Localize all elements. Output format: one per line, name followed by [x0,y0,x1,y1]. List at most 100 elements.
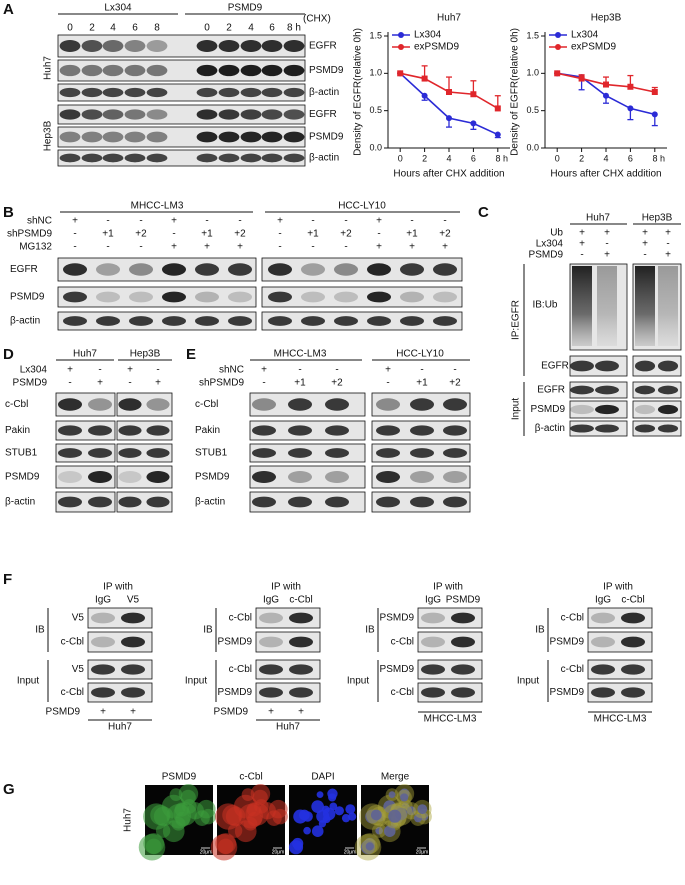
blot-band [124,153,146,163]
condition-sign: + [665,250,671,261]
blot-band [325,425,349,436]
condition-sign: +1 [102,229,114,240]
lane-label: 8 h [287,23,301,34]
blot-band [252,448,276,458]
blot-band [421,687,445,698]
condition-sign: - [453,365,456,376]
blot-band [218,153,240,163]
blot-band [443,448,467,458]
blot-label: β-actin [535,423,565,434]
ib-label: IB [203,625,213,636]
blot-band [634,360,656,372]
blot-band [283,153,305,163]
nucleus [311,825,324,838]
blot-band [283,109,305,120]
blot-band [96,316,120,326]
blot-band [102,109,124,120]
panel-label: G [3,781,15,798]
ib-label: IB:Ub [532,300,557,311]
condition-label: PSMD9 [13,378,48,389]
input-label: Input [511,398,522,420]
y-tick-label: 0.5 [526,105,539,115]
y-tick-label: 0.0 [526,142,539,152]
legend-marker [555,44,561,50]
lane-label: c-Cbl [289,595,312,606]
cytoplasm [413,799,432,819]
channel-label: Merge [381,772,410,783]
condition-sign: - [410,216,413,227]
blot-band [162,316,186,326]
point [397,70,404,77]
blot-band [124,64,146,77]
blot-band [595,404,619,415]
nucleus [328,793,337,802]
condition-sign: - [139,216,142,227]
panel-label: F [3,571,12,588]
cell-line-label: Huh7 [108,722,132,733]
blot-band [421,664,445,675]
x-axis-label: Hours after CHX addition [393,169,504,180]
blot-band [259,687,283,698]
nucleus [341,814,351,823]
blot-band [288,471,312,483]
y-tick-label: 1.5 [526,30,539,40]
blot-band [118,471,142,483]
blot-band [91,612,115,624]
blot [57,149,306,167]
point [554,70,561,77]
blot-label: β-actin [10,316,40,327]
group-header: PSMD9 [228,3,263,14]
blot-band [283,40,305,52]
blot-band [261,40,283,52]
chart-title: Huh7 [437,13,461,24]
blot-band [58,398,82,411]
blot-band [218,87,240,98]
input-label: Input [517,676,539,687]
blot-band [268,263,292,276]
blot-band [433,291,457,303]
point [603,81,609,88]
blot-band [657,385,679,395]
blot-band [288,425,312,436]
condition-sign: - [311,216,314,227]
blot-band [421,612,445,624]
lane-label: 4 [110,23,116,34]
blot-band [288,398,312,411]
condition-sign: - [238,216,241,227]
blot-band [301,263,325,276]
blot-band [102,87,124,98]
blot-band [196,64,218,77]
blot-band [58,496,82,508]
blot-band [196,87,218,98]
blot-band [259,636,283,648]
point [446,89,452,95]
blot-band [218,131,240,143]
y-tick-label: 1.0 [526,68,539,78]
blot-label: EGFR [309,41,337,52]
blot-band [118,448,142,458]
blot-band [118,425,142,436]
y-tick-label: 0.5 [369,105,382,115]
condition-sign: - [420,365,423,376]
condition-sign: - [262,378,265,389]
blot-band [102,40,124,52]
blot-band [146,87,168,98]
blot-band [443,398,467,411]
panel-label: A [3,1,14,18]
lane-label: IgG [263,595,279,606]
nucleus [400,793,409,802]
blot-band [240,109,262,120]
panel-label: D [3,346,14,363]
blot-label: β-actin [5,497,35,508]
nucleus [334,806,344,816]
x-tick-label: 6 [471,153,476,163]
cytoplasm [361,838,378,855]
condition-sign: - [443,216,446,227]
nucleus [303,826,311,835]
x-tick-label: 0 [555,153,560,163]
blot-band [621,664,645,675]
blot-band [570,404,594,415]
cytoplasm [252,789,268,806]
condition-sign: - [580,250,583,261]
condition-sign: +2 [449,378,461,389]
